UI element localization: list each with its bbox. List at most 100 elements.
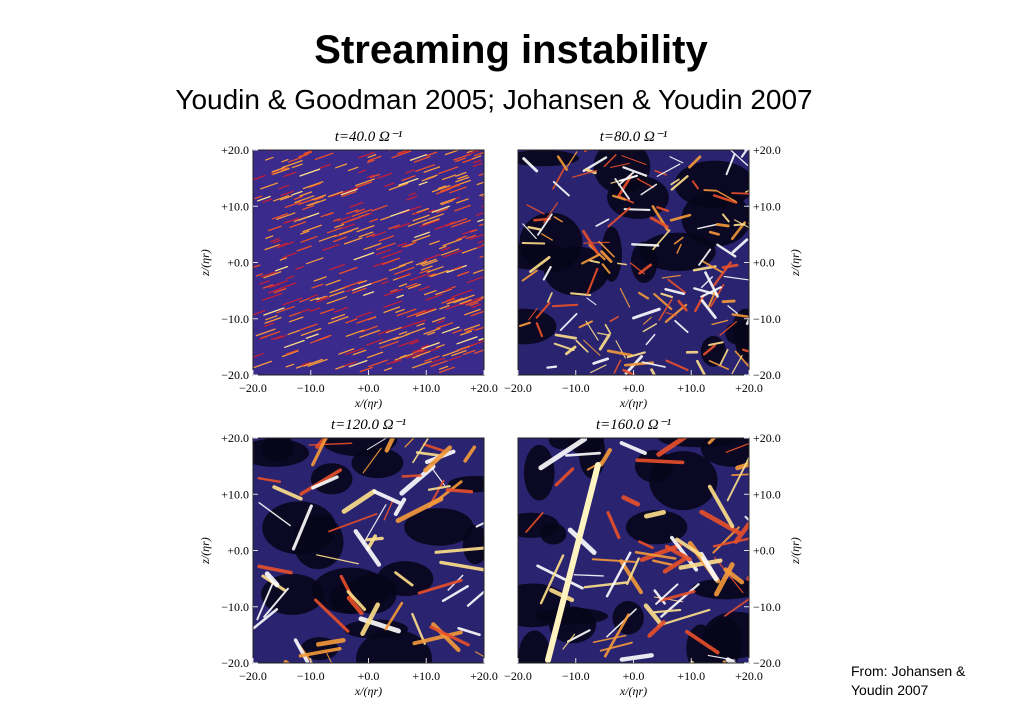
filament	[605, 551, 632, 598]
streak	[454, 204, 472, 212]
x-axis-label: x/(ηr)	[619, 396, 647, 410]
filament	[613, 359, 622, 374]
x-axis-label: x/(ηr)	[354, 396, 382, 410]
streak	[419, 269, 431, 274]
streak	[298, 153, 309, 158]
filament	[547, 292, 553, 303]
streak	[451, 349, 467, 357]
streak	[394, 353, 414, 361]
streak	[356, 316, 376, 324]
filament	[649, 216, 669, 229]
filament	[362, 447, 382, 474]
filament	[527, 225, 542, 231]
streak	[344, 237, 363, 245]
filament	[353, 529, 382, 567]
filament	[299, 468, 343, 496]
filament	[475, 651, 484, 658]
streak	[359, 329, 381, 338]
streak	[305, 257, 324, 265]
y-tick-label: −10.0	[221, 312, 249, 326]
streak	[439, 245, 447, 250]
streak	[260, 330, 281, 339]
streak	[441, 199, 454, 206]
streak	[416, 207, 429, 214]
streak	[472, 162, 483, 167]
filament	[719, 321, 737, 336]
streak	[352, 283, 372, 291]
filament	[562, 633, 576, 650]
filament	[669, 156, 684, 164]
filament	[614, 178, 631, 200]
filament	[291, 504, 313, 551]
streak	[446, 297, 464, 305]
streak	[259, 280, 270, 285]
streak	[261, 292, 283, 301]
streak	[478, 172, 484, 176]
y-tick-label: +0.0	[227, 544, 249, 558]
filament	[365, 536, 384, 542]
filament	[328, 513, 378, 533]
x-tick-label: −20.0	[239, 381, 267, 395]
streak	[311, 283, 324, 289]
streak	[420, 344, 429, 349]
panel-title: t=160.0 Ω⁻¹	[596, 417, 672, 433]
streak	[427, 331, 436, 336]
streak	[280, 167, 289, 171]
filament	[526, 204, 545, 215]
filament	[518, 321, 531, 327]
filament	[565, 451, 602, 457]
panel-title: t=80.0 Ω⁻¹	[600, 129, 668, 145]
void	[540, 523, 567, 545]
streak	[477, 218, 484, 223]
filament	[578, 320, 593, 329]
streak	[474, 326, 484, 331]
filament	[691, 180, 699, 190]
streak	[388, 182, 409, 191]
filament	[635, 458, 685, 465]
streak	[387, 224, 400, 230]
filament	[723, 567, 745, 585]
streak	[319, 163, 331, 169]
streak	[283, 220, 291, 224]
y-tick-label: +20.0	[753, 143, 781, 157]
x-tick-label: −10.0	[562, 381, 590, 395]
streak	[391, 150, 412, 159]
streak	[396, 308, 417, 317]
filament	[676, 243, 682, 254]
streak	[466, 276, 484, 284]
streak	[409, 154, 428, 161]
streak	[383, 306, 401, 314]
streak	[475, 212, 484, 217]
streak	[315, 297, 330, 303]
streak	[308, 182, 322, 188]
filament	[272, 485, 303, 501]
filament	[257, 564, 293, 575]
filament	[660, 292, 674, 299]
filament	[619, 653, 654, 662]
streak	[257, 195, 271, 202]
streak	[369, 218, 379, 223]
filament	[729, 150, 749, 166]
streak	[355, 311, 372, 319]
filament	[658, 298, 673, 321]
streak	[293, 195, 303, 200]
filament	[553, 216, 563, 223]
filament	[422, 443, 445, 452]
streak	[439, 304, 450, 310]
filament	[586, 267, 599, 295]
panel-texture	[518, 438, 749, 663]
filament	[617, 262, 627, 266]
filament	[412, 438, 430, 464]
filament	[688, 155, 702, 169]
streak	[477, 240, 484, 244]
streak	[397, 150, 410, 155]
filament	[675, 537, 703, 558]
filament	[724, 597, 749, 617]
streak	[409, 340, 420, 345]
filament	[256, 582, 274, 621]
streak	[263, 307, 285, 316]
streak	[371, 231, 387, 238]
streak	[398, 260, 414, 267]
filament	[326, 653, 333, 663]
streak	[352, 287, 367, 294]
